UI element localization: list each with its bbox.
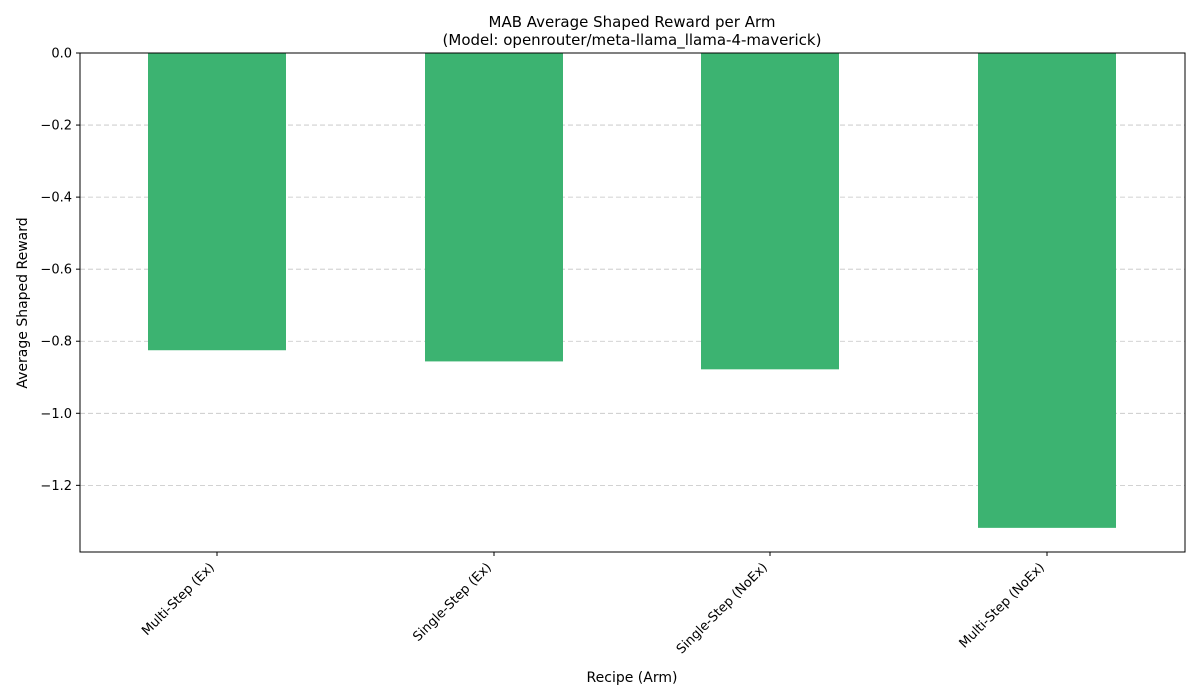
y-tick-label: −0.4: [40, 191, 72, 206]
x-tick-label: Multi-Step (NoEx): [957, 560, 1048, 651]
plot-area-frame: [79, 52, 1186, 553]
y-axis-ticks: 0.0 −0.2 −0.4 −0.6 −0.8 −1.0 −1.2: [40, 47, 80, 494]
y-tick-label: −0.8: [40, 335, 72, 350]
y-tick-label: −1.0: [40, 407, 72, 422]
bars: [148, 53, 1116, 528]
x-axis-label: Recipe (Arm): [587, 670, 678, 686]
x-tick-label: Multi-Step (Ex): [139, 560, 218, 639]
y-tick-label: 0.0: [51, 47, 72, 62]
y-axis-label: Average Shaped Reward: [15, 217, 31, 388]
x-tick-label: Single-Step (Ex): [410, 560, 494, 644]
bar: [701, 53, 839, 370]
bar: [148, 53, 286, 351]
chart-subtitle: (Model: openrouter/meta-llama_llama-4-ma…: [443, 31, 822, 50]
y-tick-label: −1.2: [40, 479, 72, 494]
bar: [425, 53, 563, 362]
x-tick-label: Single-Step (NoEx): [674, 560, 771, 657]
chart-title: MAB Average Shaped Reward per Arm: [489, 13, 776, 31]
y-tick-label: −0.2: [40, 119, 72, 134]
x-axis-ticks: Multi-Step (Ex) Single-Step (Ex) Single-St…: [139, 552, 1048, 657]
bar: [978, 53, 1116, 528]
y-tick-label: −0.6: [40, 263, 72, 278]
